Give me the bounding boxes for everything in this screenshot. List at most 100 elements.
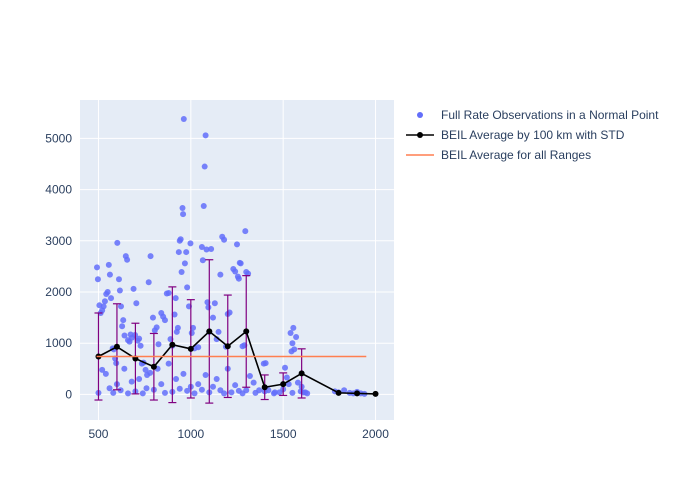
scatter-point [200,202,207,209]
x-tick-label: 1000 [177,427,204,441]
scatter-point [289,389,296,396]
scatter-point [304,390,311,397]
y-tick-label: 0 [65,387,72,401]
scatter-point [262,360,269,367]
legend-label: BEIL Average for all Ranges [441,148,591,162]
tick-layer: 500 1000 1500 2000 0 1000 2000 3000 4000 5000 [45,131,389,441]
x-tick-label: 1500 [270,427,297,441]
scatter-point [102,370,109,377]
scatter-point [198,243,205,250]
scatter-point [184,284,191,291]
scatter-point [179,205,186,212]
scatter-point [139,390,146,397]
scatter-point [202,371,209,378]
scatter-point [106,271,113,278]
average-marker [113,343,120,350]
average-marker [372,390,379,397]
scatter-point [99,366,106,373]
x-tick-label: 2000 [362,427,389,441]
scatter-point [191,390,198,397]
scatter-point [341,387,348,394]
scatter-point [174,324,181,331]
scatter-point [237,260,244,267]
scatter-point [147,369,154,376]
legend-label: Full Rate Observations in a Normal Point [441,108,659,122]
average-marker [335,389,342,396]
scatter-point [125,390,132,397]
scatter-point [180,211,187,218]
scatter-point [291,346,298,353]
scatter-point [190,324,197,331]
average-marker [261,384,268,391]
y-tick-label: 2000 [45,285,72,299]
scatter-point [115,276,122,283]
grid-layer [80,100,394,420]
scatter-point [235,275,242,282]
scatter-point [250,379,257,386]
scatter-point [108,295,115,302]
scatter-point [177,236,184,243]
scatter-point [100,303,107,310]
scatter-point [203,246,210,253]
scatter-point [137,342,144,349]
scatter-point [187,240,194,247]
scatter-point [180,115,187,122]
y-tick-label: 4000 [45,183,72,197]
plot-background [80,100,394,420]
scatter-point [176,385,183,392]
scatter-point [243,387,250,394]
scatter-point [105,261,112,268]
scatter-point [165,360,172,367]
scatter-point [120,317,127,324]
scatter-point [165,290,172,297]
scatter-point [130,285,137,292]
average-marker [150,363,157,370]
scatter-point [101,298,108,305]
scatter-point [287,329,294,336]
average-marker [206,328,213,335]
scatter-point [110,389,117,396]
scatter-point [270,390,277,397]
average-marker [243,328,250,335]
scatter-point [161,317,168,324]
scatter-point [142,366,149,373]
scatter-point [171,311,178,318]
scatter-point [153,324,160,331]
scatter-point [158,381,165,388]
scatter-point [181,260,188,267]
average-marker [354,390,361,397]
scatter-point [199,257,206,264]
y-tick-label: 3000 [45,234,72,248]
scatter-point [106,385,113,392]
scatter-point [282,364,289,371]
scatter-point [228,389,235,396]
scatter-point [145,279,152,286]
scatter-point [136,335,143,342]
scatter-point [118,303,125,310]
average-marker [280,381,287,388]
scatter-point [232,268,239,275]
scatter-point [184,387,191,394]
x-tick-label: 500 [88,427,108,441]
scatter-point [155,341,162,348]
y-tick-label: 5000 [45,131,72,145]
average-marker [169,341,176,348]
scatter-point [113,360,120,367]
average-marker [187,345,194,352]
scatter-point [149,314,156,321]
scatter-point [124,256,131,263]
legend-average-marker [417,132,423,138]
scatter-point [136,376,143,383]
scatter-point [188,329,195,336]
scatter-point [209,314,216,321]
scatter-point [289,340,296,347]
scatter-point [180,370,187,377]
scatter-point [119,323,126,330]
scatter-point [234,241,240,248]
scatter-point [121,365,128,372]
scatter-point [293,334,300,341]
scatter-point [209,383,216,390]
scatter-point [147,253,154,260]
